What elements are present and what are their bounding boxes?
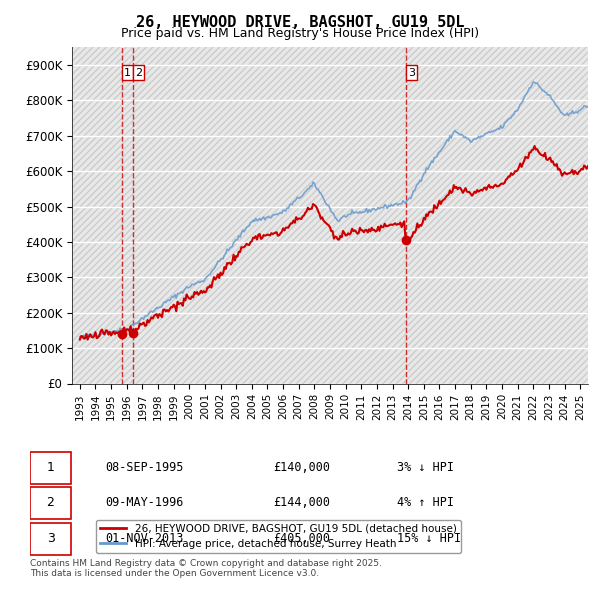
26, HEYWOOD DRIVE, BAGSHOT, GU19 5DL (detached house) (591, 162, 598, 169)
26, HEYWOOD DRIVE, BAGSHOT, GU19 5DL (detached house) (449, 188, 456, 195)
26, HEYWOOD DRIVE, BAGSHOT, GU19 5DL (detached house) (252, 232, 259, 240)
HPI: Average price, detached house, Surrey Heath: (2e+03, 1.49e+05): Average price, detached house, Surrey He… (112, 327, 119, 335)
HPI: Average price, detached house, Surrey Heath: (2e+03, 4.66e+05): Average price, detached house, Surrey He… (252, 215, 259, 222)
26, HEYWOOD DRIVE, BAGSHOT, GU19 5DL (detached house) (582, 163, 589, 170)
Text: 1: 1 (47, 461, 55, 474)
Text: 09-MAY-1996: 09-MAY-1996 (106, 496, 184, 509)
Text: 08-SEP-1995: 08-SEP-1995 (106, 461, 184, 474)
Text: 26, HEYWOOD DRIVE, BAGSHOT, GU19 5DL: 26, HEYWOOD DRIVE, BAGSHOT, GU19 5DL (136, 15, 464, 30)
Legend: 26, HEYWOOD DRIVE, BAGSHOT, GU19 5DL (detached house), HPI: Average price, detac: 26, HEYWOOD DRIVE, BAGSHOT, GU19 5DL (de… (96, 520, 461, 553)
FancyBboxPatch shape (30, 452, 71, 484)
Line: HPI: Average price, detached house, Surrey Heath: HPI: Average price, detached house, Surr… (80, 82, 595, 337)
Text: Contains HM Land Registry data © Crown copyright and database right 2025.
This d: Contains HM Land Registry data © Crown c… (30, 559, 382, 578)
HPI: Average price, detached house, Surrey Heath: (2.02e+03, 7.8e+05): Average price, detached house, Surrey He… (515, 104, 523, 111)
Text: 2: 2 (135, 67, 142, 77)
Text: £140,000: £140,000 (273, 461, 330, 474)
26, HEYWOOD DRIVE, BAGSHOT, GU19 5DL (detached house) (515, 163, 523, 171)
Text: 1: 1 (124, 67, 131, 77)
Text: £405,000: £405,000 (273, 532, 330, 545)
26, HEYWOOD DRIVE, BAGSHOT, GU19 5DL (detached house) (265, 231, 272, 238)
26, HEYWOOD DRIVE, BAGSHOT, GU19 5DL (detached house) (531, 142, 538, 149)
HPI: Average price, detached house, Surrey Heath: (2.01e+03, 4.73e+05): Average price, detached house, Surrey He… (265, 212, 272, 219)
FancyBboxPatch shape (30, 523, 71, 555)
Text: 2: 2 (47, 496, 55, 509)
Line: 26, HEYWOOD DRIVE, BAGSHOT, GU19 5DL (detached house): 26, HEYWOOD DRIVE, BAGSHOT, GU19 5DL (de… (80, 146, 595, 340)
Text: 4% ↑ HPI: 4% ↑ HPI (397, 496, 454, 509)
Text: 15% ↓ HPI: 15% ↓ HPI (397, 532, 461, 545)
Text: £144,000: £144,000 (273, 496, 330, 509)
26, HEYWOOD DRIVE, BAGSHOT, GU19 5DL (detached house) (76, 336, 83, 343)
HPI: Average price, detached house, Surrey Heath: (2.02e+03, 7.04e+05): Average price, detached house, Surrey He… (449, 131, 456, 138)
Text: 3: 3 (47, 532, 55, 545)
Text: 3% ↓ HPI: 3% ↓ HPI (397, 461, 454, 474)
FancyBboxPatch shape (30, 487, 71, 519)
HPI: Average price, detached house, Surrey Heath: (2.03e+03, 7.84e+05): Average price, detached house, Surrey He… (582, 103, 589, 110)
26, HEYWOOD DRIVE, BAGSHOT, GU19 5DL (detached house) (112, 330, 119, 337)
HPI: Average price, detached house, Surrey Heath: (2.03e+03, 7.91e+05): Average price, detached house, Surrey He… (591, 100, 598, 107)
HPI: Average price, detached house, Surrey Heath: (2.02e+03, 8.52e+05): Average price, detached house, Surrey He… (530, 78, 537, 86)
HPI: Average price, detached house, Surrey Heath: (1.99e+03, 1.3e+05): Average price, detached house, Surrey He… (77, 334, 85, 341)
Text: 3: 3 (408, 67, 415, 77)
Text: Price paid vs. HM Land Registry's House Price Index (HPI): Price paid vs. HM Land Registry's House … (121, 27, 479, 40)
HPI: Average price, detached house, Surrey Heath: (1.99e+03, 1.31e+05): Average price, detached house, Surrey He… (76, 333, 83, 340)
Text: 01-NOV-2013: 01-NOV-2013 (106, 532, 184, 545)
26, HEYWOOD DRIVE, BAGSHOT, GU19 5DL (detached house) (84, 336, 91, 343)
